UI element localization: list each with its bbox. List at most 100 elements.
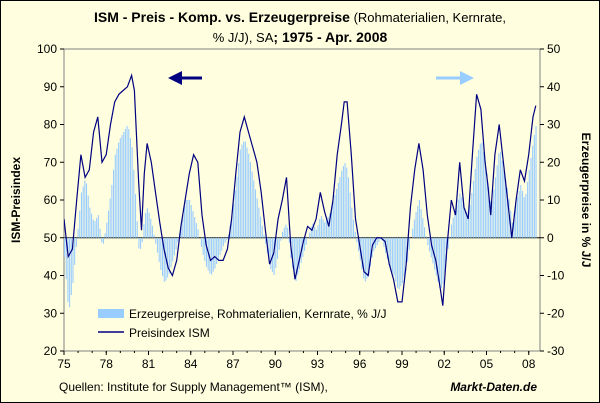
- bar: [248, 153, 250, 238]
- bar: [500, 151, 502, 238]
- bar: [342, 166, 344, 238]
- bar: [173, 237, 175, 256]
- y-left-tick-label: 80: [44, 118, 58, 132]
- bar: [70, 237, 72, 296]
- y-left-tick-label: 50: [44, 231, 58, 245]
- bar: [249, 162, 251, 238]
- bar: [493, 189, 495, 238]
- y-right-tick-label: 50: [547, 42, 561, 56]
- y-left-tick-label: 70: [44, 155, 58, 169]
- bar: [180, 224, 182, 238]
- chart-title-line-2: % J/J), SA; 1975 - Apr. 2008: [212, 29, 388, 45]
- bar: [107, 210, 110, 238]
- bar: [238, 163, 240, 238]
- bar: [251, 171, 253, 238]
- bar: [200, 237, 202, 247]
- bar: [74, 237, 76, 265]
- bar: [386, 237, 388, 259]
- bar: [187, 200, 189, 238]
- bar: [344, 163, 346, 238]
- bar: [282, 231, 284, 238]
- bar: [276, 237, 279, 259]
- bar: [418, 200, 420, 238]
- bar: [258, 207, 260, 238]
- bar: [151, 225, 153, 238]
- bar: [518, 190, 520, 238]
- y-left-tick-label: 100: [37, 42, 57, 56]
- bar: [515, 204, 517, 238]
- bar: [368, 237, 370, 276]
- bar: [478, 149, 480, 238]
- bar: [425, 236, 427, 238]
- bar: [189, 200, 191, 238]
- bar: [498, 153, 500, 238]
- bar: [479, 143, 481, 238]
- x-tick-label: 84: [184, 357, 198, 371]
- bar: [84, 180, 86, 238]
- bar: [175, 237, 177, 250]
- bar: [439, 237, 441, 288]
- bar: [145, 212, 147, 238]
- bar: [217, 237, 219, 260]
- bar: [85, 183, 88, 238]
- bar: [64, 237, 66, 257]
- bar: [150, 218, 152, 238]
- bar: [183, 206, 186, 238]
- y-left-axis-title: ISM-Preisindex: [9, 157, 23, 243]
- bar: [177, 237, 179, 243]
- bar: [462, 203, 464, 238]
- x-tick-label: 78: [100, 357, 114, 371]
- y-right-tick-label: 10: [547, 193, 561, 207]
- y-right-tick-label: 20: [547, 155, 561, 169]
- bar: [204, 237, 206, 261]
- left-axis-arrow-icon: [168, 71, 182, 85]
- bar: [528, 169, 530, 238]
- bar: [391, 237, 393, 273]
- bar: [422, 218, 424, 238]
- bar: [82, 186, 84, 238]
- bar: [89, 207, 91, 238]
- bar: [393, 237, 395, 276]
- bar: [297, 237, 299, 275]
- bar: [243, 141, 245, 238]
- bar: [302, 237, 304, 257]
- bar: [437, 237, 439, 282]
- bar: [226, 237, 228, 240]
- bar: [96, 218, 98, 238]
- bar: [364, 237, 366, 282]
- bar: [346, 167, 348, 238]
- bar: [113, 169, 115, 238]
- bar: [212, 237, 214, 272]
- bar: [505, 178, 507, 238]
- bar: [374, 237, 377, 249]
- bar: [352, 219, 355, 238]
- bar: [496, 165, 498, 238]
- bar: [118, 142, 120, 238]
- bar: [408, 237, 410, 250]
- bar: [106, 222, 108, 238]
- bar: [395, 237, 397, 282]
- bar: [99, 228, 101, 238]
- bar: [227, 234, 230, 238]
- bar: [239, 149, 241, 238]
- y-right-tick-label: -20: [547, 306, 565, 320]
- bar: [403, 237, 405, 278]
- bar: [427, 237, 429, 246]
- bar: [513, 213, 515, 238]
- bar: [275, 237, 277, 268]
- bar: [471, 192, 473, 238]
- bar: [388, 237, 390, 265]
- bar: [309, 232, 311, 238]
- bar: [280, 237, 282, 241]
- bar: [339, 176, 341, 238]
- y-right-tick-label: 40: [547, 80, 561, 94]
- y-left-tick-label: 40: [44, 269, 58, 283]
- bar: [295, 237, 297, 282]
- bar: [469, 205, 471, 238]
- bar: [376, 237, 378, 246]
- y-right-tick-label: 0: [547, 231, 554, 245]
- bar: [94, 221, 96, 238]
- bar: [523, 196, 525, 238]
- y-left-tick-label: 30: [44, 306, 58, 320]
- bar: [484, 160, 486, 238]
